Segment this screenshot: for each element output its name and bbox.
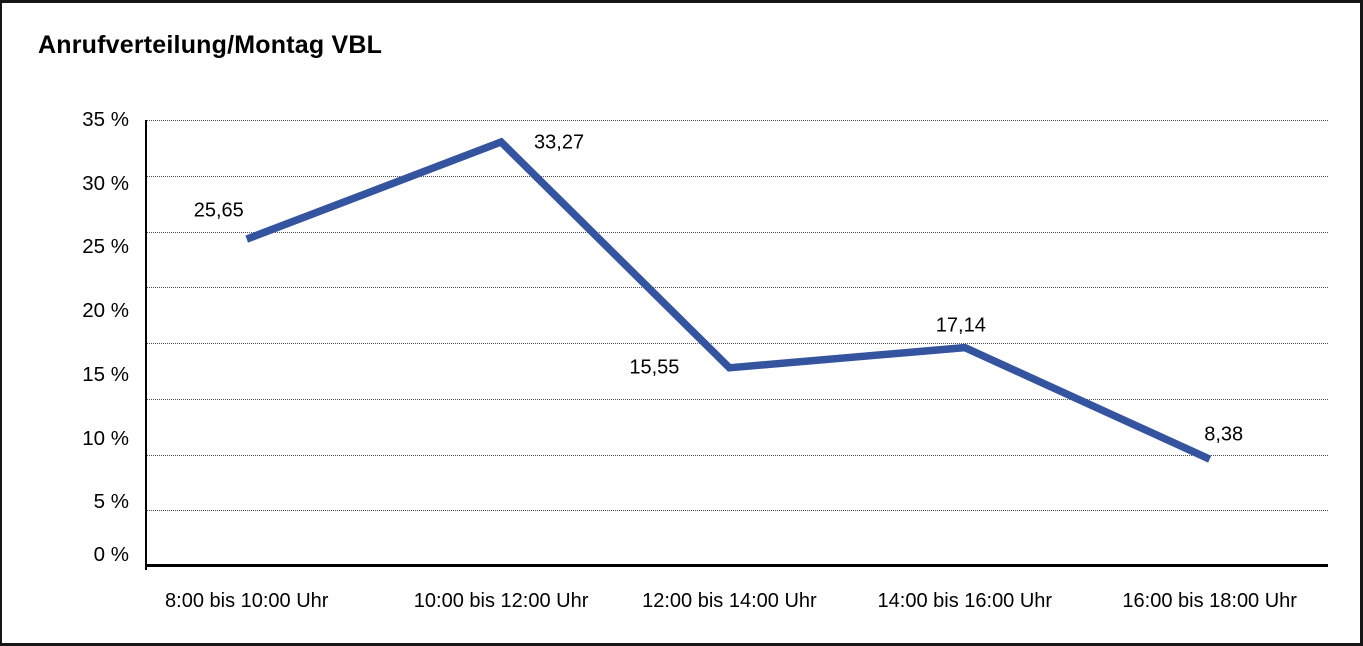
x-axis-category-label: 10:00 bis 12:00 Uhr [413, 590, 589, 612]
y-axis-labels: 35 % 30 % 25 % 20 % 15 % 10 % 5 % 0 % [2, 109, 129, 566]
x-axis-line [145, 564, 1328, 567]
y-axis-tick-label: 20 % [82, 299, 129, 323]
data-line-series [245, 137, 1212, 463]
y-axis-tick-label: 30 % [82, 171, 129, 195]
y-axis-tick-label: 10 % [82, 426, 129, 450]
x-axis-category-label: 12:00 bis 14:00 Uhr [642, 590, 817, 612]
data-point-value-label: 8,38 [1204, 423, 1244, 446]
data-point-value-label: 33,27 [534, 131, 585, 154]
data-point-value-label: 25,65 [193, 199, 244, 222]
data-point-value-label: 17,14 [935, 314, 986, 337]
x-axis-category-label: 14:00 bis 16:00 Uhr [877, 590, 1053, 612]
y-axis-tick-label: 35 % [82, 108, 129, 131]
gridline [145, 454, 1328, 456]
gridline [145, 231, 1328, 233]
gridline [145, 287, 1328, 289]
y-axis-tick-label: 0 % [93, 543, 129, 566]
y-axis-tick-label: 15 % [82, 362, 129, 386]
gridline [145, 343, 1328, 344]
x-axis-labels: 8:00 bis 10:00 Uhr 10:00 bis 12:00 Uhr 12:… [145, 589, 1328, 615]
plot-area: 25,65 33,27 15,55 17,14 8,38 [145, 120, 1328, 570]
chart-title: Anrufverteilung/Montag VBL [38, 31, 383, 59]
y-axis-tick-label: 5 % [93, 490, 129, 514]
gridline [145, 510, 1328, 512]
gridline [145, 175, 1328, 177]
line-chart-canvas [245, 137, 1212, 463]
y-axis-tick-label: 25 % [82, 235, 129, 259]
x-axis-category-label: 8:00 bis 10:00 Uhr [165, 590, 329, 612]
gridline [145, 398, 1328, 400]
y-axis-line [145, 120, 147, 570]
data-point-value-label: 15,55 [629, 356, 680, 379]
gridline [145, 120, 1328, 121]
x-axis-category-label: 16:00 bis 18:00 Uhr [1122, 590, 1297, 612]
